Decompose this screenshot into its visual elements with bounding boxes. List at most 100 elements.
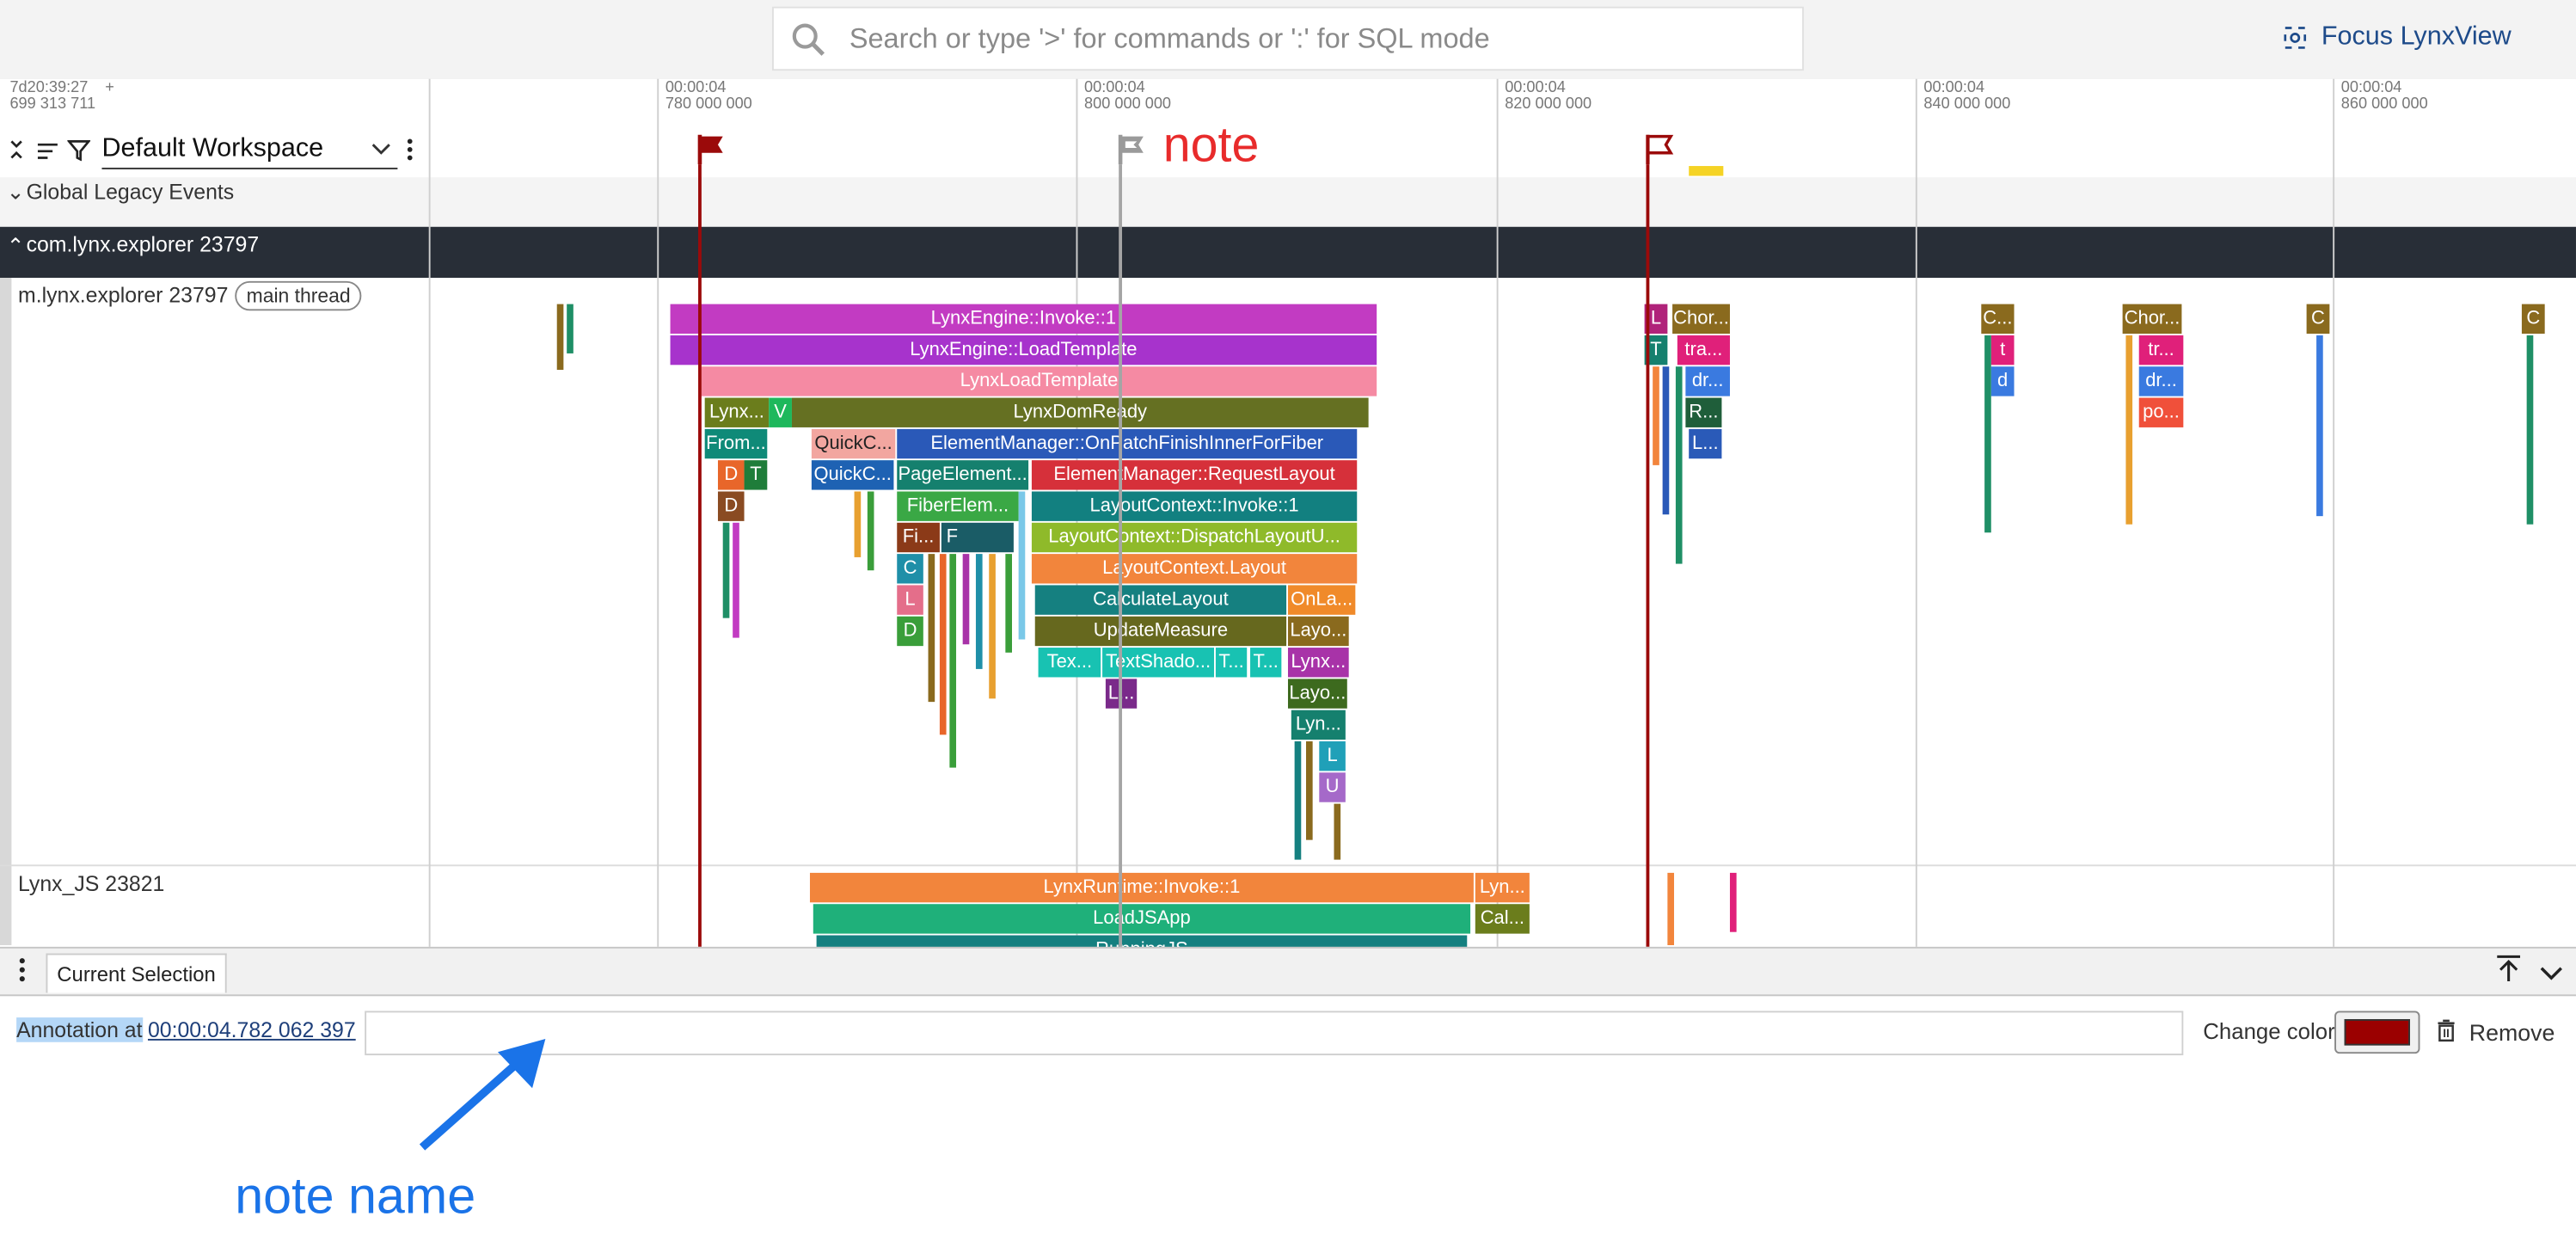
trace-slice[interactable]: PageElement...: [897, 460, 1029, 490]
trace-slice[interactable]: LynxLoadTemplate: [701, 366, 1377, 396]
trace-slice[interactable]: t: [1990, 335, 2015, 366]
trace-slice[interactable]: LynxEngine::LoadTemplate: [670, 335, 1377, 366]
trace-sliver[interactable]: [1675, 366, 1683, 564]
trace-slice[interactable]: QuickC...: [811, 428, 896, 459]
trace-slice[interactable]: po...: [2138, 397, 2184, 427]
flag-outline-icon[interactable]: [1643, 133, 1676, 175]
trace-slice[interactable]: OnLa...: [1287, 585, 1356, 615]
trace-sliver[interactable]: [556, 304, 564, 371]
chevron-up-icon[interactable]: ⌃: [6, 233, 25, 259]
trace-slice[interactable]: Fi...: [897, 522, 940, 553]
trace-sliver[interactable]: [1306, 740, 1313, 840]
trace-slice[interactable]: FiberElem...: [897, 491, 1019, 521]
trace-slice[interactable]: ElementManager::RequestLayout: [1031, 460, 1358, 490]
trace-sliver[interactable]: [1729, 872, 1737, 932]
trace-sliver[interactable]: [1984, 335, 1991, 533]
filter-icon[interactable]: [66, 138, 92, 169]
color-picker[interactable]: [2334, 1011, 2420, 1054]
omnibox-search[interactable]: Search or type '>' for commands or ':' f…: [772, 6, 1804, 71]
collapse-all-icon[interactable]: [9, 138, 25, 169]
trace-slice[interactable]: D: [897, 616, 923, 647]
trace-slice[interactable]: LayoutContext::Invoke::1: [1031, 491, 1358, 521]
workspace-select[interactable]: Default Workspace: [101, 135, 398, 169]
trace-slice[interactable]: QuickC...: [811, 460, 894, 490]
trace-sliver[interactable]: [1294, 740, 1302, 860]
trace-sliver[interactable]: [1653, 366, 1659, 465]
trace-slice[interactable]: V: [769, 397, 792, 427]
trace-slice[interactable]: d: [1990, 366, 2015, 396]
trace-slice[interactable]: Layo...: [1287, 679, 1347, 709]
trace-slice[interactable]: Tex...: [1038, 648, 1101, 678]
trash-icon[interactable]: [2437, 1019, 2456, 1050]
trace-slice[interactable]: Chor...: [1672, 304, 1730, 334]
trace-slice[interactable]: LynxRuntime::Invoke::1: [809, 872, 1474, 903]
trace-slice[interactable]: LynxDomReady: [791, 397, 1369, 427]
trace-sliver[interactable]: [939, 554, 947, 735]
trace-sliver[interactable]: [989, 554, 996, 699]
trace-sliver[interactable]: [2526, 335, 2534, 525]
trace-sliver[interactable]: [867, 491, 874, 571]
trace-slice[interactable]: U: [1319, 772, 1346, 802]
annotation-name-input[interactable]: [365, 1011, 2184, 1056]
sort-icon[interactable]: [36, 139, 59, 169]
trace-slice[interactable]: C: [2306, 304, 2330, 334]
trace-slice[interactable]: Lyn...: [1475, 872, 1530, 903]
trace-slice[interactable]: D: [717, 460, 745, 490]
trace-sliver[interactable]: [2125, 335, 2133, 525]
trace-slice[interactable]: L: [897, 585, 923, 615]
trace-slice[interactable]: From...: [704, 428, 768, 459]
trace-slice[interactable]: T: [744, 460, 768, 490]
remove-button[interactable]: Remove: [2469, 1019, 2555, 1046]
trace-sliver[interactable]: [2316, 335, 2323, 517]
trace-slice[interactable]: D: [717, 491, 745, 521]
trace-sliver[interactable]: [1667, 872, 1675, 945]
trace-sliver[interactable]: [949, 554, 957, 768]
chevron-down-icon[interactable]: [2540, 960, 2563, 989]
trace-slice[interactable]: ElementManager::OnPatchFinishInnerForFib…: [897, 428, 1358, 459]
trace-slice[interactable]: Layo...: [1287, 616, 1349, 647]
tab-current-selection[interactable]: Current Selection: [46, 953, 227, 993]
trace-slice[interactable]: Chor...: [2122, 304, 2182, 334]
trace-slice[interactable]: LynxEngine::Invoke::1: [670, 304, 1377, 334]
trace-sliver[interactable]: [1334, 803, 1341, 860]
trace-sliver[interactable]: [1662, 366, 1670, 515]
focus-lynxview-button[interactable]: Focus LynxView: [2321, 22, 2512, 52]
trace-slice[interactable]: tra...: [1677, 335, 1730, 366]
chevron-down-icon[interactable]: ⌄: [6, 179, 25, 205]
maximize-panel-icon[interactable]: [2493, 954, 2523, 992]
trace-slice[interactable]: L...: [1689, 428, 1722, 459]
trace-slice[interactable]: C: [897, 554, 923, 584]
annotation-timestamp-link[interactable]: 00:00:04.782 062 397: [147, 1017, 356, 1042]
global-legacy-section[interactable]: [0, 177, 2576, 227]
flag-icon[interactable]: [695, 133, 727, 175]
trace-slice[interactable]: dr...: [2138, 366, 2184, 396]
trace-slice[interactable]: CalculateLayout: [1034, 585, 1287, 615]
flag-outline-icon[interactable]: [1115, 133, 1148, 175]
trace-slice[interactable]: LoadJSApp: [813, 904, 1471, 934]
trace-slice[interactable]: C: [2521, 304, 2545, 334]
trace-slice[interactable]: T...: [1215, 648, 1248, 678]
trace-slice[interactable]: Lyn...: [1291, 710, 1346, 740]
trace-slice[interactable]: R...: [1685, 397, 1722, 427]
more-vert-icon[interactable]: [406, 138, 414, 169]
trace-sliver[interactable]: [1005, 554, 1012, 653]
trace-slice[interactable]: Lynx...: [1287, 648, 1349, 678]
trace-sliver[interactable]: [722, 522, 730, 618]
trace-slice[interactable]: tr...: [2138, 335, 2184, 366]
trace-sliver[interactable]: [567, 304, 573, 353]
trace-slice[interactable]: Cal...: [1475, 904, 1530, 934]
trace-slice[interactable]: T...: [1250, 648, 1282, 678]
trace-slice[interactable]: L: [1319, 740, 1346, 771]
trace-sliver[interactable]: [733, 522, 739, 638]
trace-slice[interactable]: Lynx...: [704, 397, 770, 427]
more-vert-icon[interactable]: [18, 956, 27, 991]
trace-sliver[interactable]: [975, 554, 983, 669]
trace-slice[interactable]: F: [941, 522, 1014, 553]
trace-sliver[interactable]: [1018, 491, 1026, 640]
trace-sliver[interactable]: [928, 554, 935, 703]
trace-slice[interactable]: LayoutContext.Layout: [1031, 554, 1358, 584]
trace-sliver[interactable]: [962, 554, 970, 645]
process-header[interactable]: [0, 226, 2576, 279]
trace-sliver[interactable]: [854, 491, 862, 557]
trace-slice[interactable]: LayoutContext::DispatchLayoutU...: [1031, 522, 1358, 553]
